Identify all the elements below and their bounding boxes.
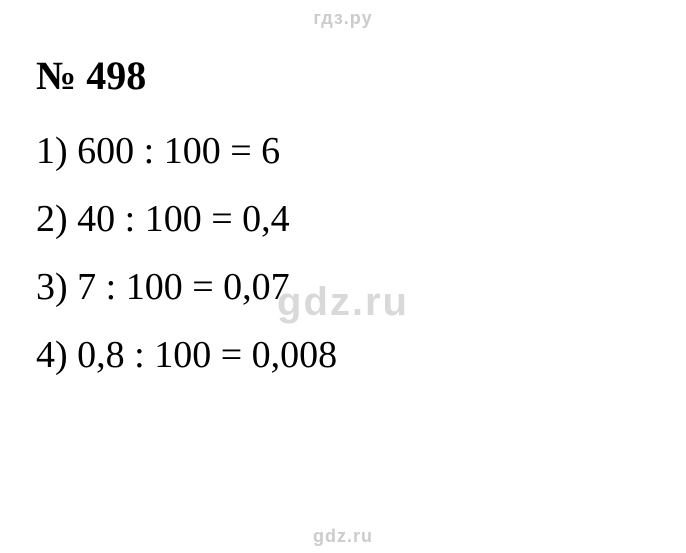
bottom-watermark: gdz.ru xyxy=(313,526,373,547)
solution-line: 3) 7 : 100 = 0,07 xyxy=(36,265,337,309)
top-watermark: гдз.ру xyxy=(313,8,372,29)
content-area: № 498 1) 600 : 100 = 6 2) 40 : 100 = 0,4… xyxy=(36,52,337,401)
solution-line: 1) 600 : 100 = 6 xyxy=(36,129,337,173)
solution-line: 4) 0,8 : 100 = 0,008 xyxy=(36,333,337,377)
solution-line: 2) 40 : 100 = 0,4 xyxy=(36,197,337,241)
exercise-title: № 498 xyxy=(36,52,337,99)
